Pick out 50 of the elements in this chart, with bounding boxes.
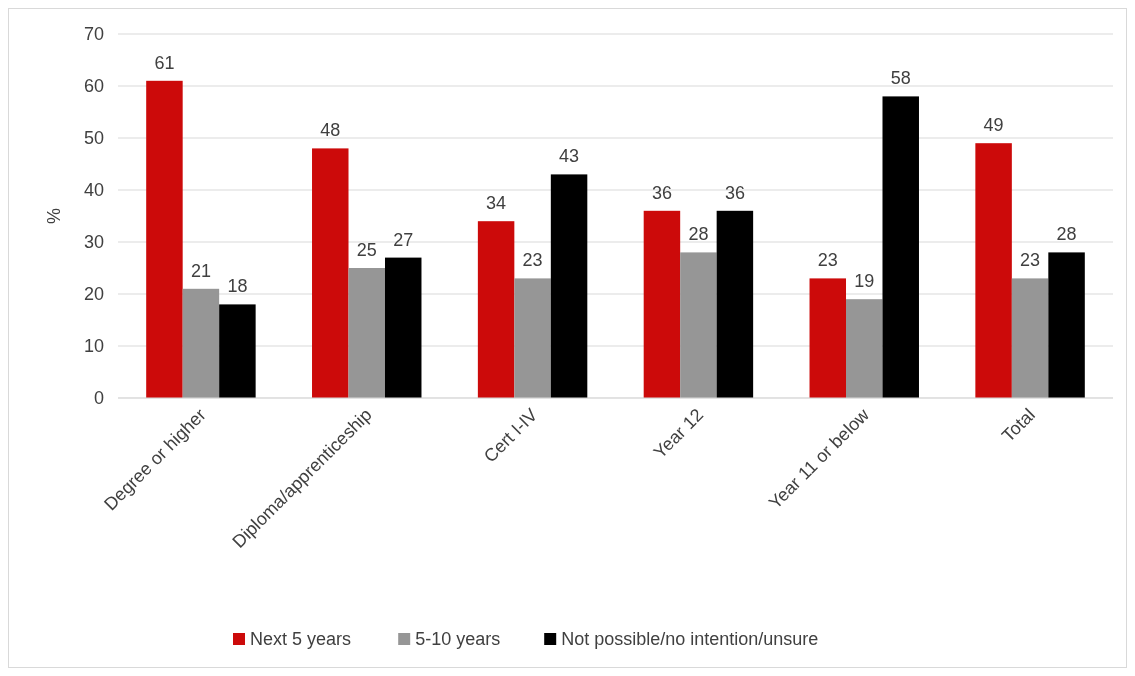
y-tick-label: 10 bbox=[83, 336, 104, 356]
bar bbox=[384, 257, 422, 398]
data-label: 21 bbox=[190, 260, 211, 281]
bar bbox=[846, 299, 883, 398]
data-label: 28 bbox=[1056, 224, 1077, 245]
bar bbox=[477, 221, 515, 398]
bar bbox=[146, 80, 183, 398]
y-tick-label: 60 bbox=[83, 76, 104, 96]
x-tick-label: Cert I-IV bbox=[479, 404, 542, 467]
bar bbox=[809, 278, 847, 398]
y-tick-label: 0 bbox=[93, 388, 104, 408]
bar bbox=[348, 268, 385, 398]
bar bbox=[219, 304, 256, 398]
bar bbox=[550, 174, 588, 398]
y-axis-title: % bbox=[44, 207, 64, 225]
data-label: 34 bbox=[486, 193, 507, 214]
legend-label: 5-10 years bbox=[415, 629, 501, 649]
bar bbox=[1048, 252, 1085, 398]
bar bbox=[182, 288, 220, 398]
bar bbox=[882, 96, 919, 398]
data-label: 48 bbox=[320, 120, 341, 141]
data-label: 61 bbox=[154, 52, 175, 73]
bar bbox=[680, 252, 717, 398]
y-tick-label: 40 bbox=[83, 180, 104, 200]
data-label: 49 bbox=[983, 115, 1004, 136]
y-tick-label: 70 bbox=[83, 24, 104, 44]
bar bbox=[643, 210, 681, 398]
data-label: 28 bbox=[688, 224, 709, 245]
y-tick-label: 30 bbox=[83, 232, 104, 252]
bar bbox=[514, 278, 551, 398]
data-label: 58 bbox=[890, 68, 911, 89]
x-tick-label: Year 12 bbox=[649, 404, 708, 463]
data-label: 19 bbox=[854, 271, 875, 292]
data-label: 23 bbox=[817, 250, 838, 271]
legend-label: Not possible/no intention/unsure bbox=[561, 629, 819, 649]
data-label: 18 bbox=[227, 276, 248, 297]
data-label: 23 bbox=[522, 250, 543, 271]
bar bbox=[716, 210, 754, 398]
y-tick-label: 20 bbox=[83, 284, 104, 304]
bar bbox=[975, 143, 1012, 398]
bar bbox=[1011, 278, 1049, 398]
data-label: 36 bbox=[724, 182, 745, 203]
data-label: 43 bbox=[559, 146, 580, 167]
y-tick-label: 50 bbox=[83, 128, 104, 148]
data-label: 27 bbox=[393, 229, 414, 250]
data-label: 25 bbox=[356, 240, 377, 260]
data-label: 23 bbox=[1020, 250, 1041, 271]
data-label: 36 bbox=[651, 182, 672, 203]
bar bbox=[312, 148, 349, 398]
legend-label: Next 5 years bbox=[250, 629, 352, 649]
